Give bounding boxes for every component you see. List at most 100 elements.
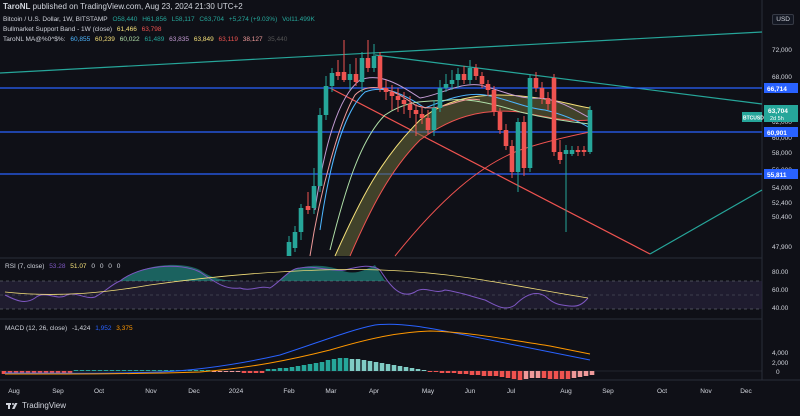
price-badge-label: 55,811 xyxy=(767,172,787,179)
ma-line xyxy=(319,88,591,231)
main-series-legend[interactable]: Bitcoin / U.S. Dollar, 1W, BITSTAMP O58,… xyxy=(3,16,318,23)
macd-histogram-bar xyxy=(481,371,487,376)
rsi-legend[interactable]: RSI (7, close) 53.28 51.07 0 0 0 0 xyxy=(5,263,121,270)
price-tick: 62,000 xyxy=(772,119,792,126)
macd-histogram-bar xyxy=(127,370,133,371)
trend-line-green-upper[interactable] xyxy=(0,31,763,74)
candle-body xyxy=(389,92,395,96)
candle-body xyxy=(503,130,509,146)
macd-histogram-bar xyxy=(313,363,319,371)
macd-pane[interactable] xyxy=(0,323,762,380)
candle-body xyxy=(298,208,304,232)
ma-value: 60,239 xyxy=(95,36,115,43)
candle-body xyxy=(377,56,383,88)
candle-body xyxy=(461,74,467,80)
currency-button[interactable]: USD xyxy=(772,14,794,25)
macd-histogram-bar xyxy=(553,371,559,379)
macd-histogram-bar xyxy=(439,371,445,373)
trend-line-green-lower[interactable] xyxy=(649,189,763,255)
macd-signal-line xyxy=(4,330,591,375)
macd-histogram-bar xyxy=(571,371,577,378)
macd-histogram-bar xyxy=(427,371,433,372)
symbol-badge[interactable] xyxy=(742,112,762,122)
time-tick: Jul xyxy=(507,388,516,395)
ma-value: 38,127 xyxy=(242,36,263,43)
change-value: +5,274 (+9.03%) xyxy=(228,16,278,23)
macd-histogram-bar xyxy=(61,371,67,374)
time-axis[interactable]: Aug Sep Oct Nov Dec 2024 Feb Mar Apr May Jun Jul Aug… xyxy=(8,388,752,395)
rsi-zero: 0 xyxy=(117,263,121,270)
macd-tick: 2,000 xyxy=(772,360,789,367)
ma-value: 63,835 xyxy=(169,36,190,43)
candle-body xyxy=(317,115,323,186)
candle-body xyxy=(581,150,587,152)
rsi-pane[interactable] xyxy=(0,264,762,310)
trend-line-green-resistance[interactable] xyxy=(374,54,763,105)
trend-line-red[interactable] xyxy=(329,87,651,255)
rsi-label: RSI (7, close) xyxy=(5,263,44,270)
candle-body xyxy=(509,146,515,172)
time-tick: Dec xyxy=(740,388,752,395)
candle-body xyxy=(413,110,419,114)
price-tick: 68,000 xyxy=(772,74,792,81)
macd-hist-value: -1,424 xyxy=(72,325,91,332)
macd-histogram-bar xyxy=(157,370,163,371)
candle-body xyxy=(455,74,461,80)
macd-histogram-bar xyxy=(103,370,109,371)
macd-histogram-bar xyxy=(115,370,121,371)
macd-histogram-bar xyxy=(139,370,145,371)
time-tick: Aug xyxy=(560,388,572,395)
macd-histogram-bar xyxy=(379,363,385,371)
candle-body xyxy=(425,118,431,130)
band-value-2: 63,798 xyxy=(141,26,162,33)
macd-histogram-bar xyxy=(349,359,355,371)
macd-histogram-bar xyxy=(331,359,337,371)
macd-histogram-bar xyxy=(169,370,175,371)
macd-histogram-bar xyxy=(397,366,403,371)
macd-histogram-bar xyxy=(451,371,457,373)
price-tick: 72,000 xyxy=(772,47,792,54)
macd-histogram-bar xyxy=(325,360,331,371)
high-value: H61,856 xyxy=(142,16,167,23)
macd-histogram-bar xyxy=(547,371,553,379)
author-name[interactable]: TaroNL xyxy=(3,2,31,11)
macd-legend[interactable]: MACD (12, 26, close) -1,424 1,952 3,375 xyxy=(5,325,133,332)
candle-body xyxy=(347,74,353,80)
macd-histogram-bar xyxy=(529,371,535,378)
candle-body xyxy=(335,72,341,76)
ma-value: 60,022 xyxy=(119,36,140,43)
price-axis[interactable]: 72,00068,00064,00062,00060,00058,00056,0… xyxy=(772,47,792,251)
macd-histogram-bar xyxy=(583,371,589,376)
candle-body xyxy=(575,150,581,152)
band-indicator-name: Bullmarket Support Band - 1W (close) xyxy=(3,26,113,33)
macd-histogram-bar xyxy=(187,370,193,371)
open-value: O58,440 xyxy=(112,16,138,23)
candlestick-series[interactable] xyxy=(286,40,593,256)
macd-histogram-bar xyxy=(91,370,97,371)
brand-name[interactable]: TradingView xyxy=(22,401,67,410)
candle-body xyxy=(563,150,569,154)
macd-histogram-bar xyxy=(373,362,379,371)
rsi-zero: 0 xyxy=(91,263,95,270)
rsi-tick: 60.00 xyxy=(772,287,789,294)
candle-body xyxy=(485,84,491,90)
macd-histogram-bar xyxy=(415,369,421,371)
rsi-tick: 80.00 xyxy=(772,269,789,276)
macd-histogram-bar xyxy=(457,371,463,374)
candle-body xyxy=(497,112,503,130)
macd-histogram-bar xyxy=(577,371,583,377)
macd-histogram-bar xyxy=(589,371,595,375)
ma-indicator-legend[interactable]: TaroNL MA@%0^$%: 60,855 60,239 60,022 61… xyxy=(3,36,290,43)
macd-label: MACD (12, 26, close) xyxy=(5,325,67,332)
band-indicator-legend[interactable]: Bullmarket Support Band - 1W (close) 61,… xyxy=(3,26,165,33)
macd-histogram-bar xyxy=(517,371,523,380)
macd-histogram-bar xyxy=(223,371,229,372)
macd-histogram-bar xyxy=(217,371,223,372)
low-value: L58,117 xyxy=(171,16,195,23)
price-badge-66714 xyxy=(764,83,798,93)
price-tick: 60,000 xyxy=(772,135,792,142)
tradingview-logo-icon xyxy=(6,402,18,409)
candle-body xyxy=(292,232,298,248)
